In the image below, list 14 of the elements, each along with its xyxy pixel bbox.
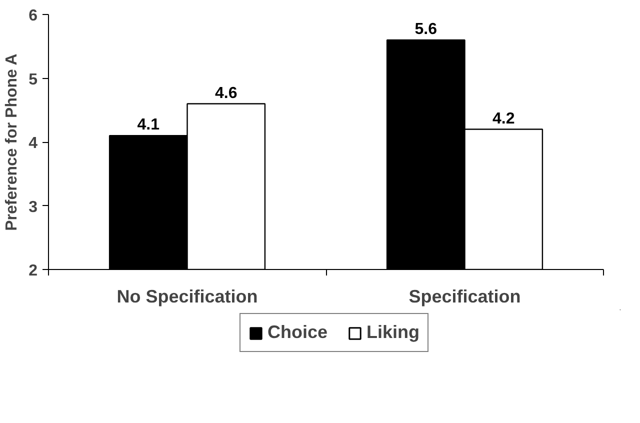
data-label: 4.1 [137,116,160,134]
data-label: 4.6 [214,84,238,102]
x-tick-label: No Specification [116,286,258,306]
y-tick-label: 2 [28,262,38,280]
y-axis-title: Preference for Phone A [4,53,21,231]
legend-label: Choice [267,322,328,343]
y-tick-label: 6 [28,8,38,24]
y-tick-label: 4 [28,135,38,152]
y-tick-label: 5 [28,71,38,88]
data-label: 4.2 [492,110,515,128]
y-tick-label: 3 [28,198,38,216]
x-tick-label: Specification [408,286,521,306]
legend-label: Liking [366,322,420,343]
data-label: 5.6 [414,21,438,38]
